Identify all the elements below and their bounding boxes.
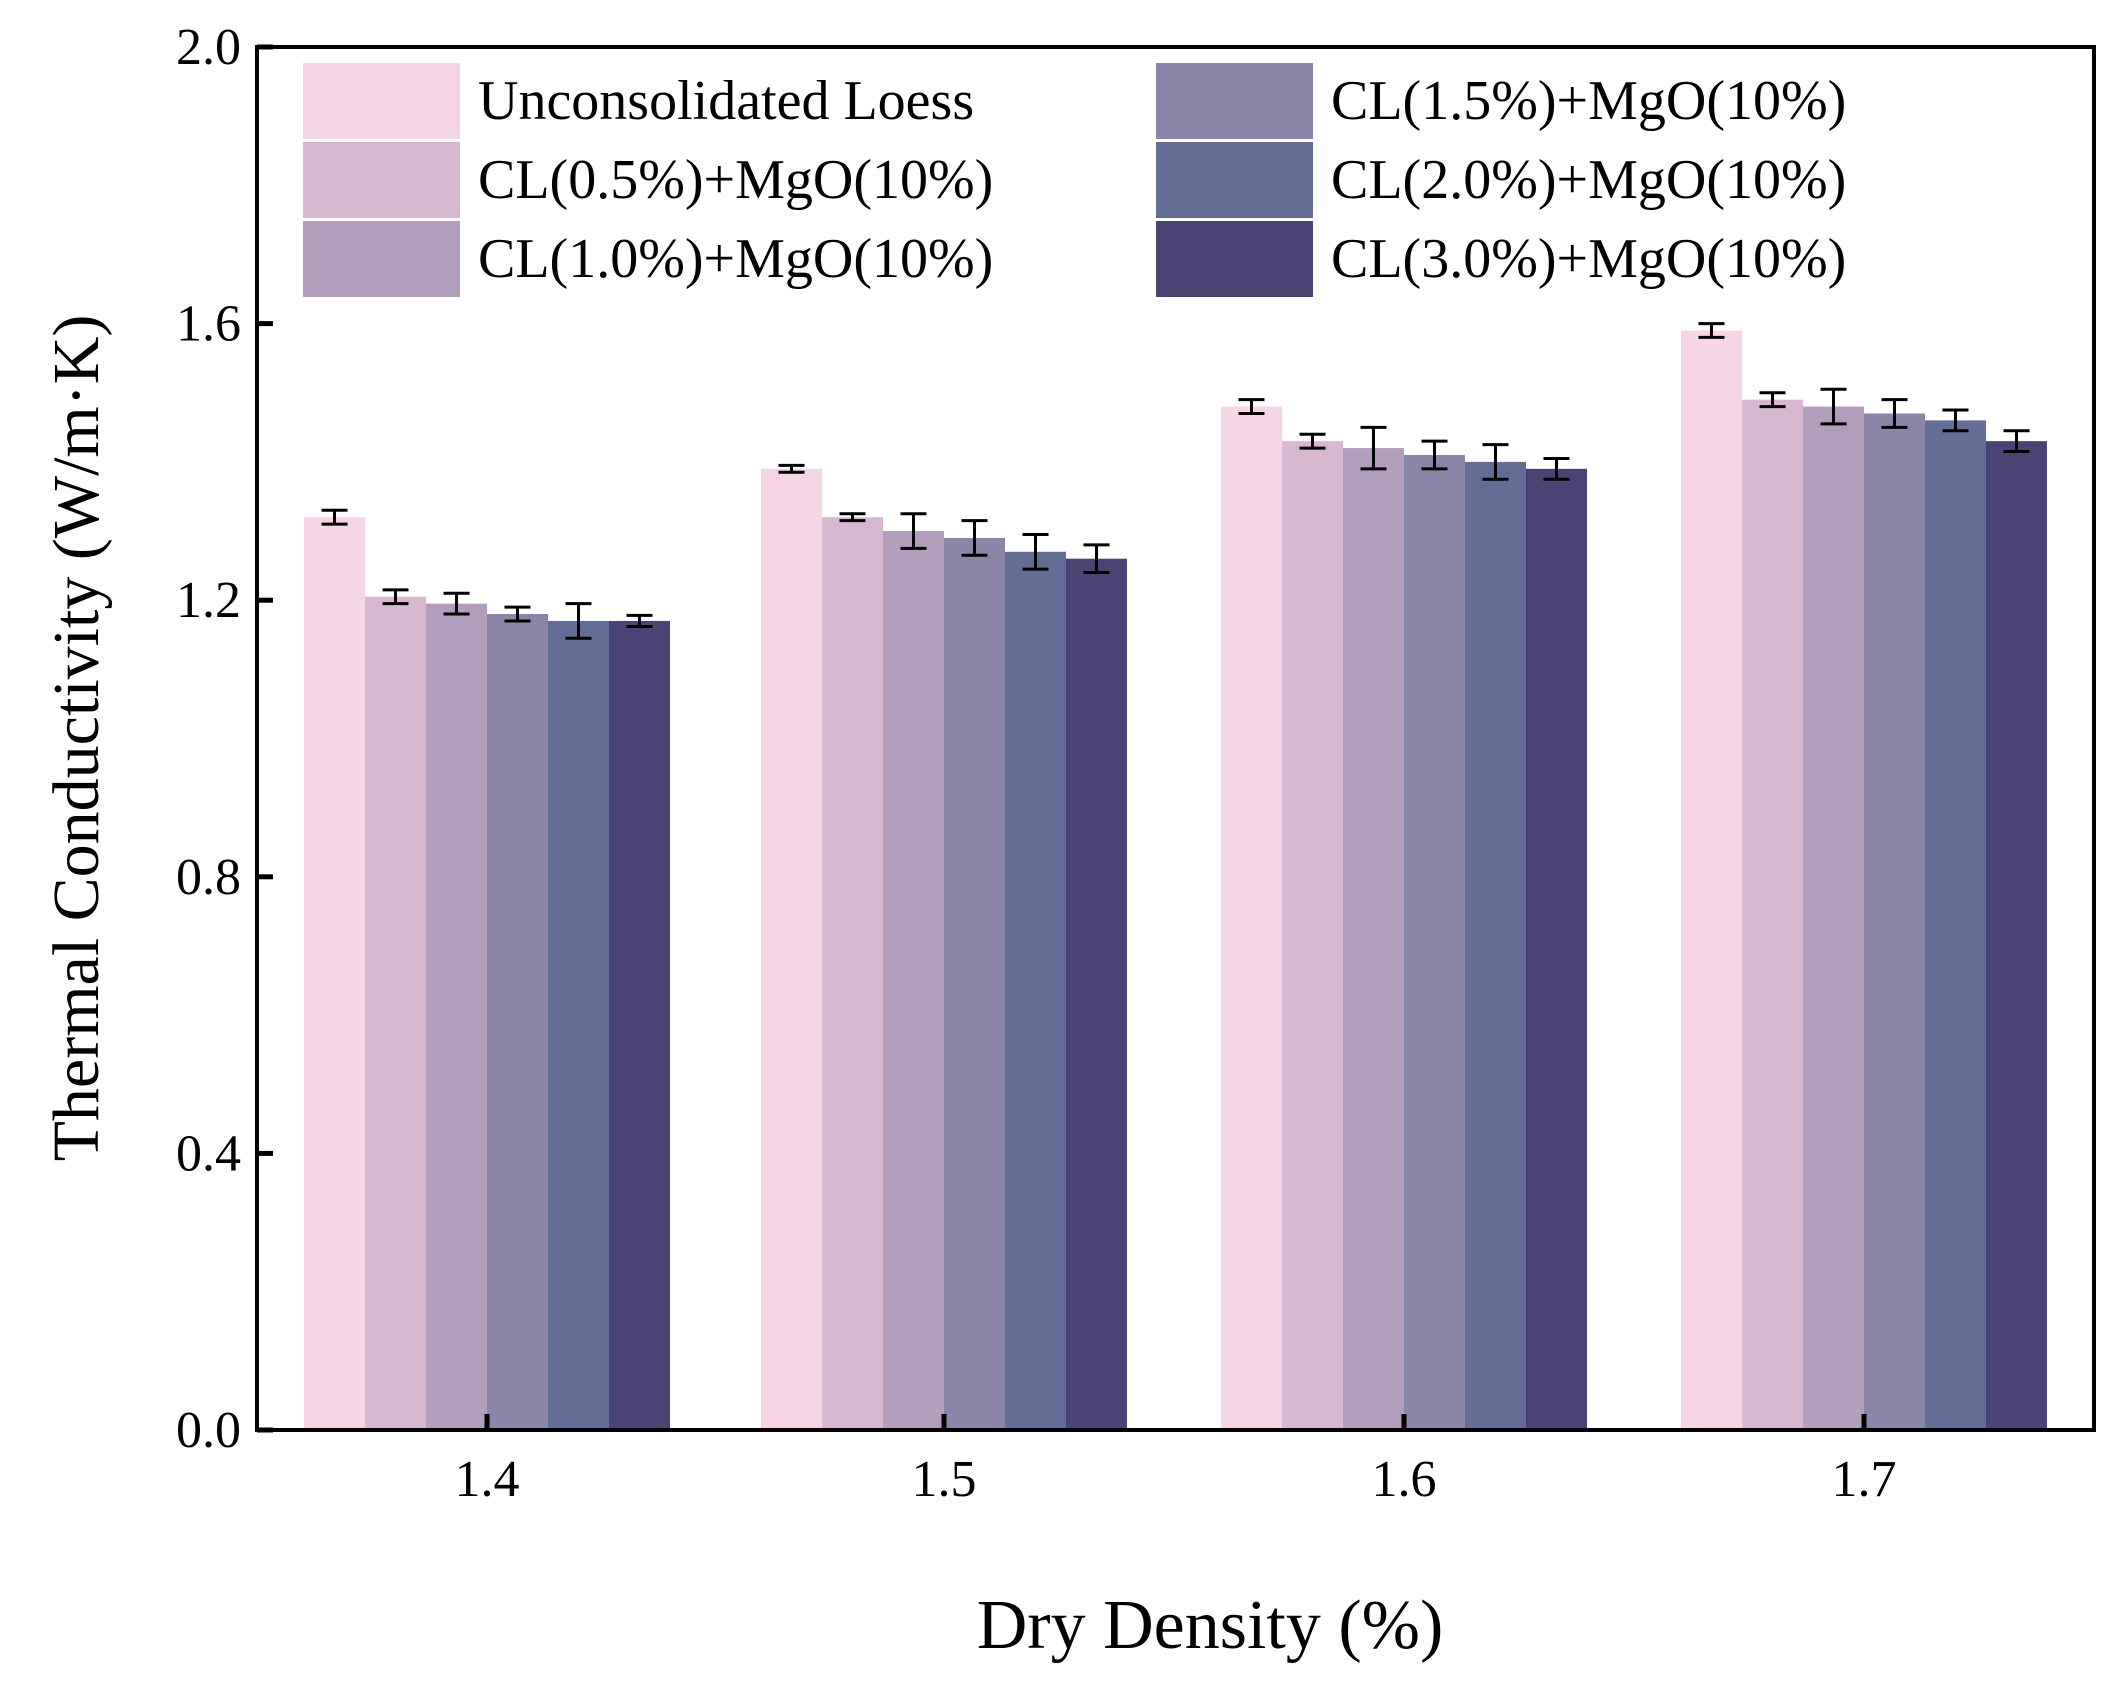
- legend-label-5: CL(3.0%)+MgO(10%): [1331, 228, 1846, 290]
- bar-0-2: [426, 603, 487, 1430]
- bar-0-5: [609, 620, 670, 1430]
- bar-2-1: [1282, 441, 1343, 1430]
- plot-frame: [255, 45, 2096, 1432]
- bar-0-3: [487, 614, 548, 1430]
- legend-swatch-1: [303, 142, 460, 218]
- bar-3-0: [1681, 330, 1742, 1430]
- y-tick-label: 0.0: [176, 1402, 241, 1459]
- legend-label-1: CL(0.5%)+MgO(10%): [478, 149, 993, 211]
- bar-2-2: [1343, 448, 1404, 1430]
- y-tick-label: 0.4: [176, 1125, 241, 1182]
- y-axis: 0.0 0.4 0.8 1.2 1.6 2.0: [176, 19, 273, 1459]
- bars-layer: [304, 330, 2047, 1431]
- legend-label-3: CL(1.5%)+MgO(10%): [1331, 70, 1846, 132]
- error-bars-layer: [321, 322, 2030, 640]
- bar-3-1: [1742, 399, 1803, 1430]
- bar-2-4: [1465, 461, 1526, 1430]
- bar-3-3: [1864, 413, 1925, 1430]
- x-tick-label: 1.5: [912, 1451, 977, 1508]
- bar-3-5: [1986, 441, 2047, 1430]
- bar-1-5: [1066, 558, 1127, 1430]
- bar-1-2: [883, 531, 944, 1430]
- bar-0-0: [304, 517, 365, 1430]
- legend-label-0: Unconsolidated Loess: [478, 70, 974, 132]
- bar-1-3: [944, 537, 1005, 1430]
- x-tick-label: 1.4: [455, 1451, 520, 1508]
- legend-label-4: CL(2.0%)+MgO(10%): [1331, 149, 1846, 211]
- x-tick-label: 1.6: [1372, 1451, 1437, 1508]
- x-tick-label: 1.7: [1832, 1451, 1897, 1508]
- bar-1-4: [1005, 551, 1066, 1430]
- legend-swatch-4: [1156, 142, 1313, 218]
- bar-2-3: [1404, 454, 1465, 1430]
- bar-0-1: [365, 596, 426, 1430]
- y-tick-label: 0.8: [176, 849, 241, 906]
- legend: Unconsolidated Loess CL(0.5%)+MgO(10%) CL(…: [303, 63, 1846, 297]
- bar-2-5: [1526, 468, 1587, 1430]
- legend-swatch-2: [303, 221, 460, 297]
- x-axis: 1.4 1.5 1.6 1.7: [455, 1414, 1897, 1508]
- y-axis-label: Thermal Conductivity (W/m·K): [40, 315, 113, 1162]
- bar-2-0: [1221, 406, 1282, 1431]
- x-axis-label: Dry Density (%): [977, 1587, 1444, 1664]
- y-tick-label: 1.2: [176, 572, 241, 629]
- y-tick-label: 1.6: [176, 296, 241, 353]
- bar-1-1: [822, 517, 883, 1430]
- bar-0-4: [548, 620, 609, 1430]
- legend-swatch-3: [1156, 63, 1313, 139]
- y-tick-label: 2.0: [176, 19, 241, 76]
- bar-3-4: [1925, 420, 1986, 1430]
- legend-label-2: CL(1.0%)+MgO(10%): [478, 228, 993, 290]
- legend-swatch-5: [1156, 221, 1313, 297]
- legend-swatch-0: [303, 63, 460, 139]
- bar-1-0: [761, 468, 822, 1430]
- bar-3-2: [1803, 406, 1864, 1431]
